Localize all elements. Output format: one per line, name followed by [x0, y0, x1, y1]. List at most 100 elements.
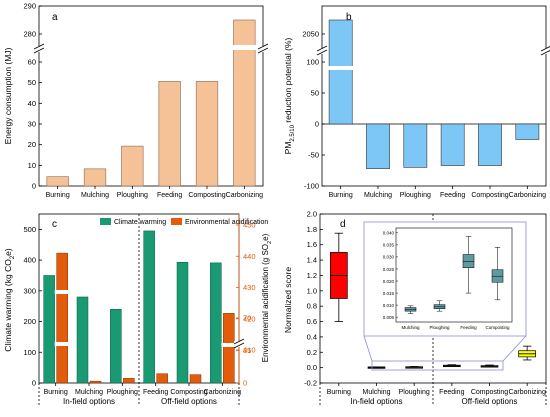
panel-a-ytick-label: 40: [28, 99, 36, 108]
panel-c-bar-climate: [110, 309, 122, 384]
panel-a-xtick-label: Feeding: [157, 192, 182, 199]
panel-d-inset-ytick-label: 0.015: [383, 291, 395, 296]
panel-c-bar-climate: [210, 262, 222, 384]
panel-d-group-label: In-field options: [350, 397, 402, 406]
panel-c-ytick-right-label: 0: [243, 379, 247, 388]
panel-b-xtick-label: Carbonizing: [509, 192, 546, 199]
panel-d-inset-box: [462, 254, 475, 269]
panel-c-legend: Climate warming Environmental acidificati…: [100, 218, 268, 226]
panel-b-ytick-label: 50: [311, 89, 319, 98]
panel-c-bar-acid: [223, 313, 235, 384]
panel-a-bar: [83, 168, 107, 187]
panel-b-bar: [515, 123, 540, 140]
panel-c-group-label: Off-field options: [161, 397, 217, 406]
panel-c-ytick-right-label: 450: [243, 221, 256, 230]
panel-b-axis-break-left: [316, 45, 328, 56]
panel-c-legend-swatch: [171, 218, 182, 225]
panel-d-ytick-label: 0.6: [307, 317, 317, 326]
panel-c-bar-break: [221, 343, 237, 347]
panel-d-xtick-label: Burning: [327, 389, 351, 396]
panel-b-ytick-label: -50: [308, 151, 319, 160]
panel-b-bar: [403, 123, 428, 168]
panel-d-inset-ytick-label: 0.020: [383, 279, 395, 284]
panel-c-bar-climate: [143, 230, 155, 384]
panel-d-ytick-label: 1.4: [307, 256, 317, 265]
panel-d-inset-connector: [363, 335, 373, 362]
panel-c-bar-break: [54, 342, 70, 346]
panel-d-inset-ytick-label: 0.030: [383, 255, 395, 260]
panel-a-ylabel: Energy consumption (MJ): [3, 47, 13, 144]
panel-c-ytick-left-label: 100: [23, 348, 36, 357]
panel-c-bar-acid: [189, 374, 202, 384]
panel-a-xtick-label: Mulching: [81, 192, 109, 199]
panel-c-legend-swatch: [100, 218, 111, 225]
panel-c-ytick-left-label: 200: [23, 317, 36, 326]
panel-b-ytick-label: -100: [304, 182, 319, 191]
panel-d-ytick-label: 1.8: [307, 225, 317, 234]
panel-d-ytick-label: 2.0: [307, 210, 317, 219]
panel-b-xtick-label: Burning: [329, 192, 353, 199]
panel-d-ytick-label: 1.2: [307, 271, 317, 280]
panel-a-axis-break-right: [257, 43, 269, 54]
panel-c-legend-label: Climate warming: [114, 219, 166, 226]
panel-c-ytick-right-label: 430: [243, 283, 256, 292]
panel-d-xtick-label: Feeding: [439, 389, 464, 396]
panel-d-ylabel: Normalized score: [283, 267, 293, 333]
panel-c-ytick-left-label: 500: [23, 225, 36, 234]
panel-c-letter: c: [52, 219, 57, 230]
panel-c-bar-acid: [156, 373, 168, 384]
panel-b-bar: [478, 123, 502, 166]
panel-c-xtick-label: Carbonizing: [204, 389, 241, 396]
panel-b-bar: [366, 123, 390, 169]
panel-d-ytick-label: -0.2: [304, 379, 317, 388]
panel-a-letter: a: [52, 12, 58, 23]
panel-c-bar-climate: [176, 261, 189, 384]
panel-d-letter: d: [340, 219, 346, 230]
panel-a-bar: [233, 19, 256, 187]
panel-d-inset-connector: [502, 335, 527, 362]
panel-c-ytick-right-label: 410: [243, 346, 256, 355]
panel-c-ytick-left-label: 400: [23, 256, 36, 265]
panel-d-ytick-label: 0.8: [307, 302, 317, 311]
panel-b-ytick-label: 0: [315, 120, 319, 129]
panel-b-frame: [321, 5, 547, 187]
panel-c-bar-break: [54, 290, 70, 294]
panel-c-ytick-right-label: 70: [243, 314, 251, 323]
panel-d-ytick-label: 0.2: [307, 348, 317, 357]
panel-b-letter: b: [346, 12, 352, 23]
panel-b-xtick-label: Feeding: [440, 192, 465, 199]
panel-c-group-label: In-field options: [63, 397, 115, 406]
panel-c-ytick-right-label: 35: [243, 346, 251, 355]
panel-a-bar: [121, 145, 144, 187]
panel-a-xtick-label: Ploughing: [117, 192, 148, 199]
panel-b-ytick-label: 100: [306, 58, 319, 67]
panel-a-ytick-label: 280: [23, 30, 36, 39]
panel-d-inset-xtick-label: Mulching: [401, 325, 420, 330]
panel-d-ytick-label: 0.4: [307, 332, 317, 341]
panel-b-xtick-label: Ploughing: [400, 192, 431, 199]
panel-a-bar: [46, 176, 69, 187]
panel-d-inset-xtick-label: Feeding: [460, 325, 477, 330]
panel-c-bar-acid: [89, 380, 102, 384]
panel-d-ytick-label: 0.0: [307, 363, 317, 372]
panel-c-xtick-label: Ploughing: [107, 389, 138, 396]
panel-a-ytick-label: 50: [28, 78, 36, 87]
panel-b-ylabel: PM2.5/10 reduction potential (%): [283, 38, 296, 155]
panel-c-bar-climate: [76, 296, 89, 384]
panel-b-axis-break-right: [540, 46, 550, 56]
panel-b-ytick-label: 2050: [302, 30, 319, 39]
panel-d-inset-ytick-label: 0.040: [383, 231, 395, 236]
panel-a-ytick-label: 30: [28, 120, 36, 129]
panel-b-bar-break: [328, 66, 354, 70]
panel-c-xtick-label: Burning: [44, 389, 68, 396]
panel-b-xtick-label: Composting: [471, 192, 508, 199]
panel-a-xtick-label: Composting: [188, 192, 225, 199]
panel-c-ytick-right-label: 440: [243, 252, 256, 261]
panel-c-ylabel-right: Environmental acidification (g SO2e): [261, 233, 273, 362]
panel-a-frame: [38, 5, 264, 187]
panel-a-ytick-label: 290: [23, 2, 36, 11]
panel-d-inset-xtick-label: Ploughing: [429, 325, 450, 330]
panel-a-xtick-label: Burning: [46, 192, 70, 199]
